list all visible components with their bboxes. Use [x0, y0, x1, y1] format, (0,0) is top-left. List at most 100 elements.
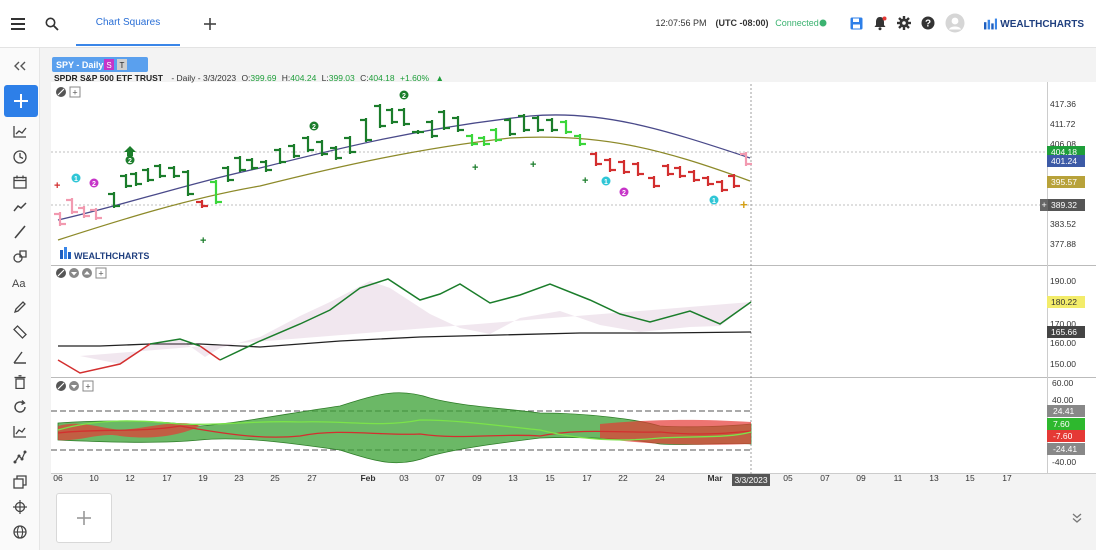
price-bar	[222, 166, 234, 182]
price-bar	[716, 180, 728, 192]
symbol-badge-text: SPY - Daily	[56, 60, 103, 70]
date-tick-label: 27	[307, 473, 317, 483]
timezone[interactable]: (UTC -08:00)	[715, 18, 769, 28]
ruler-icon[interactable]	[8, 322, 32, 342]
plus-marker: +	[530, 159, 536, 171]
price-bar	[316, 140, 328, 156]
indicator2-green-line	[57, 419, 752, 441]
signal-markers: + + + + + + 2 2 2 2 2 1 1 1	[54, 90, 748, 247]
indicator1-tick-label: 190.00	[1050, 276, 1076, 286]
date-tick-label: 17	[162, 473, 172, 483]
brand-logo-icon	[984, 18, 998, 30]
help-icon[interactable]: ?	[919, 14, 937, 32]
trend-line-icon[interactable]	[8, 197, 32, 217]
plus-marker: +	[200, 235, 206, 247]
price-bar	[386, 108, 398, 124]
left-toolbar: Aa	[0, 48, 40, 550]
date-tick-label: 22	[618, 473, 628, 483]
ohlc-info-line: SPDR S&P 500 ETF TRUST - Daily - 3/3/202…	[54, 73, 444, 83]
date-axis: 06 10 12 17 19 23 25 27 Feb 03 07 09 13 15 17 22 24 Mar 05…	[53, 473, 1012, 486]
alerts-bell-icon[interactable]	[871, 14, 889, 32]
text-tool-icon[interactable]: Aa	[8, 272, 32, 292]
price-bar	[360, 118, 372, 142]
price-bars	[54, 104, 752, 226]
save-icon[interactable]	[848, 15, 864, 31]
clock-icon[interactable]	[8, 147, 32, 167]
pane-controls-ind2[interactable]: +	[56, 380, 94, 392]
bottom-panel	[40, 488, 1096, 550]
search-icon[interactable]	[42, 14, 62, 34]
indicator2-tick-label: 60.00	[1052, 378, 1074, 388]
angle-tool-icon[interactable]	[8, 347, 32, 367]
close-value: 404.18	[369, 73, 395, 83]
date-tick-label: 23	[234, 473, 244, 483]
indicator2-value-badge: 7.60	[1047, 418, 1085, 430]
price-bar	[452, 116, 464, 132]
indicators-icon[interactable]	[8, 122, 32, 142]
price-bar	[302, 136, 314, 152]
pane-controls-ind1[interactable]: +	[56, 267, 107, 279]
pencil-icon[interactable]	[8, 297, 32, 317]
svg-text:389.32: 389.32	[1051, 200, 1077, 210]
user-avatar-icon[interactable]	[944, 12, 966, 34]
svg-text:?: ?	[925, 19, 931, 30]
globe-icon[interactable]	[8, 522, 32, 542]
svg-text:1: 1	[712, 198, 716, 205]
signal-number-marker: 2	[89, 178, 99, 188]
price-bar	[688, 170, 700, 182]
pane-controls-price[interactable]: +	[56, 86, 81, 98]
badge-t[interactable]	[117, 59, 127, 70]
shapes-icon[interactable]	[8, 247, 32, 267]
nodes-icon[interactable]	[8, 447, 32, 467]
add-tab-icon[interactable]	[200, 14, 220, 34]
crosshair-icon[interactable]	[8, 497, 32, 517]
price-bar	[130, 172, 142, 186]
gear-icon[interactable]	[895, 14, 913, 32]
calendar-icon[interactable]	[8, 172, 32, 192]
date-tick-label: 15	[545, 473, 555, 483]
expand-chevron-icon[interactable]	[1072, 512, 1082, 526]
brand-logo: WEALTHCHARTS	[984, 12, 1084, 36]
chart-type-icon[interactable]	[8, 422, 32, 442]
signal-number-marker: 2	[125, 155, 135, 165]
price-bar	[662, 164, 674, 176]
price-label-badge: 389.32	[1047, 199, 1085, 211]
connection-status: Connected	[775, 18, 819, 28]
svg-text:-7.60: -7.60	[1053, 431, 1073, 441]
line-tool-icon[interactable]	[8, 222, 32, 242]
sync-icon[interactable]	[8, 397, 32, 417]
up-arrow-icon	[124, 146, 136, 156]
low-value: 399.03	[329, 73, 355, 83]
current-date-badge: 3/3/2023	[732, 474, 770, 486]
add-drawing-button[interactable]	[4, 85, 38, 117]
chart-watermark: WEALTHCHARTS	[60, 247, 149, 261]
up-triangle-icon: ▲	[435, 73, 443, 83]
price-bar	[546, 118, 558, 132]
plus-marker: +	[582, 175, 588, 187]
indicator2-red-line	[57, 425, 752, 438]
tab-chart-squares[interactable]: Chart Squares	[76, 0, 180, 46]
price-label-badge: 395.57	[1047, 176, 1085, 188]
layers-icon[interactable]	[8, 472, 32, 492]
date-tick-label: 19	[198, 473, 208, 483]
svg-text:2: 2	[312, 124, 316, 131]
price-tick-label: 377.88	[1050, 239, 1076, 249]
add-chart-panel-button[interactable]	[56, 493, 112, 543]
badge-s[interactable]	[104, 59, 114, 70]
price-bar	[108, 192, 120, 208]
indicator2-tick-label: 40.00	[1052, 395, 1074, 405]
collapse-chevron-icon[interactable]	[8, 56, 32, 76]
price-bar	[66, 198, 78, 214]
indicator2-value-badge: -24.41	[1047, 443, 1085, 455]
price-label-plus-icon[interactable]	[1040, 199, 1048, 211]
chart-canvas[interactable]: SPY - Daily S T SPDR S&P 500 ETF TRUST -…	[40, 48, 1096, 488]
indicator1-green-line	[219, 278, 752, 361]
price-bar	[648, 176, 660, 188]
date-tick-label: 25	[270, 473, 280, 483]
trash-icon[interactable]	[8, 372, 32, 392]
price-tick-label: 383.52	[1050, 219, 1076, 229]
price-bar	[490, 128, 502, 142]
price-bar	[54, 212, 66, 226]
crosshair-plus-icon: +	[740, 197, 748, 212]
hamburger-menu-icon[interactable]	[8, 14, 28, 34]
